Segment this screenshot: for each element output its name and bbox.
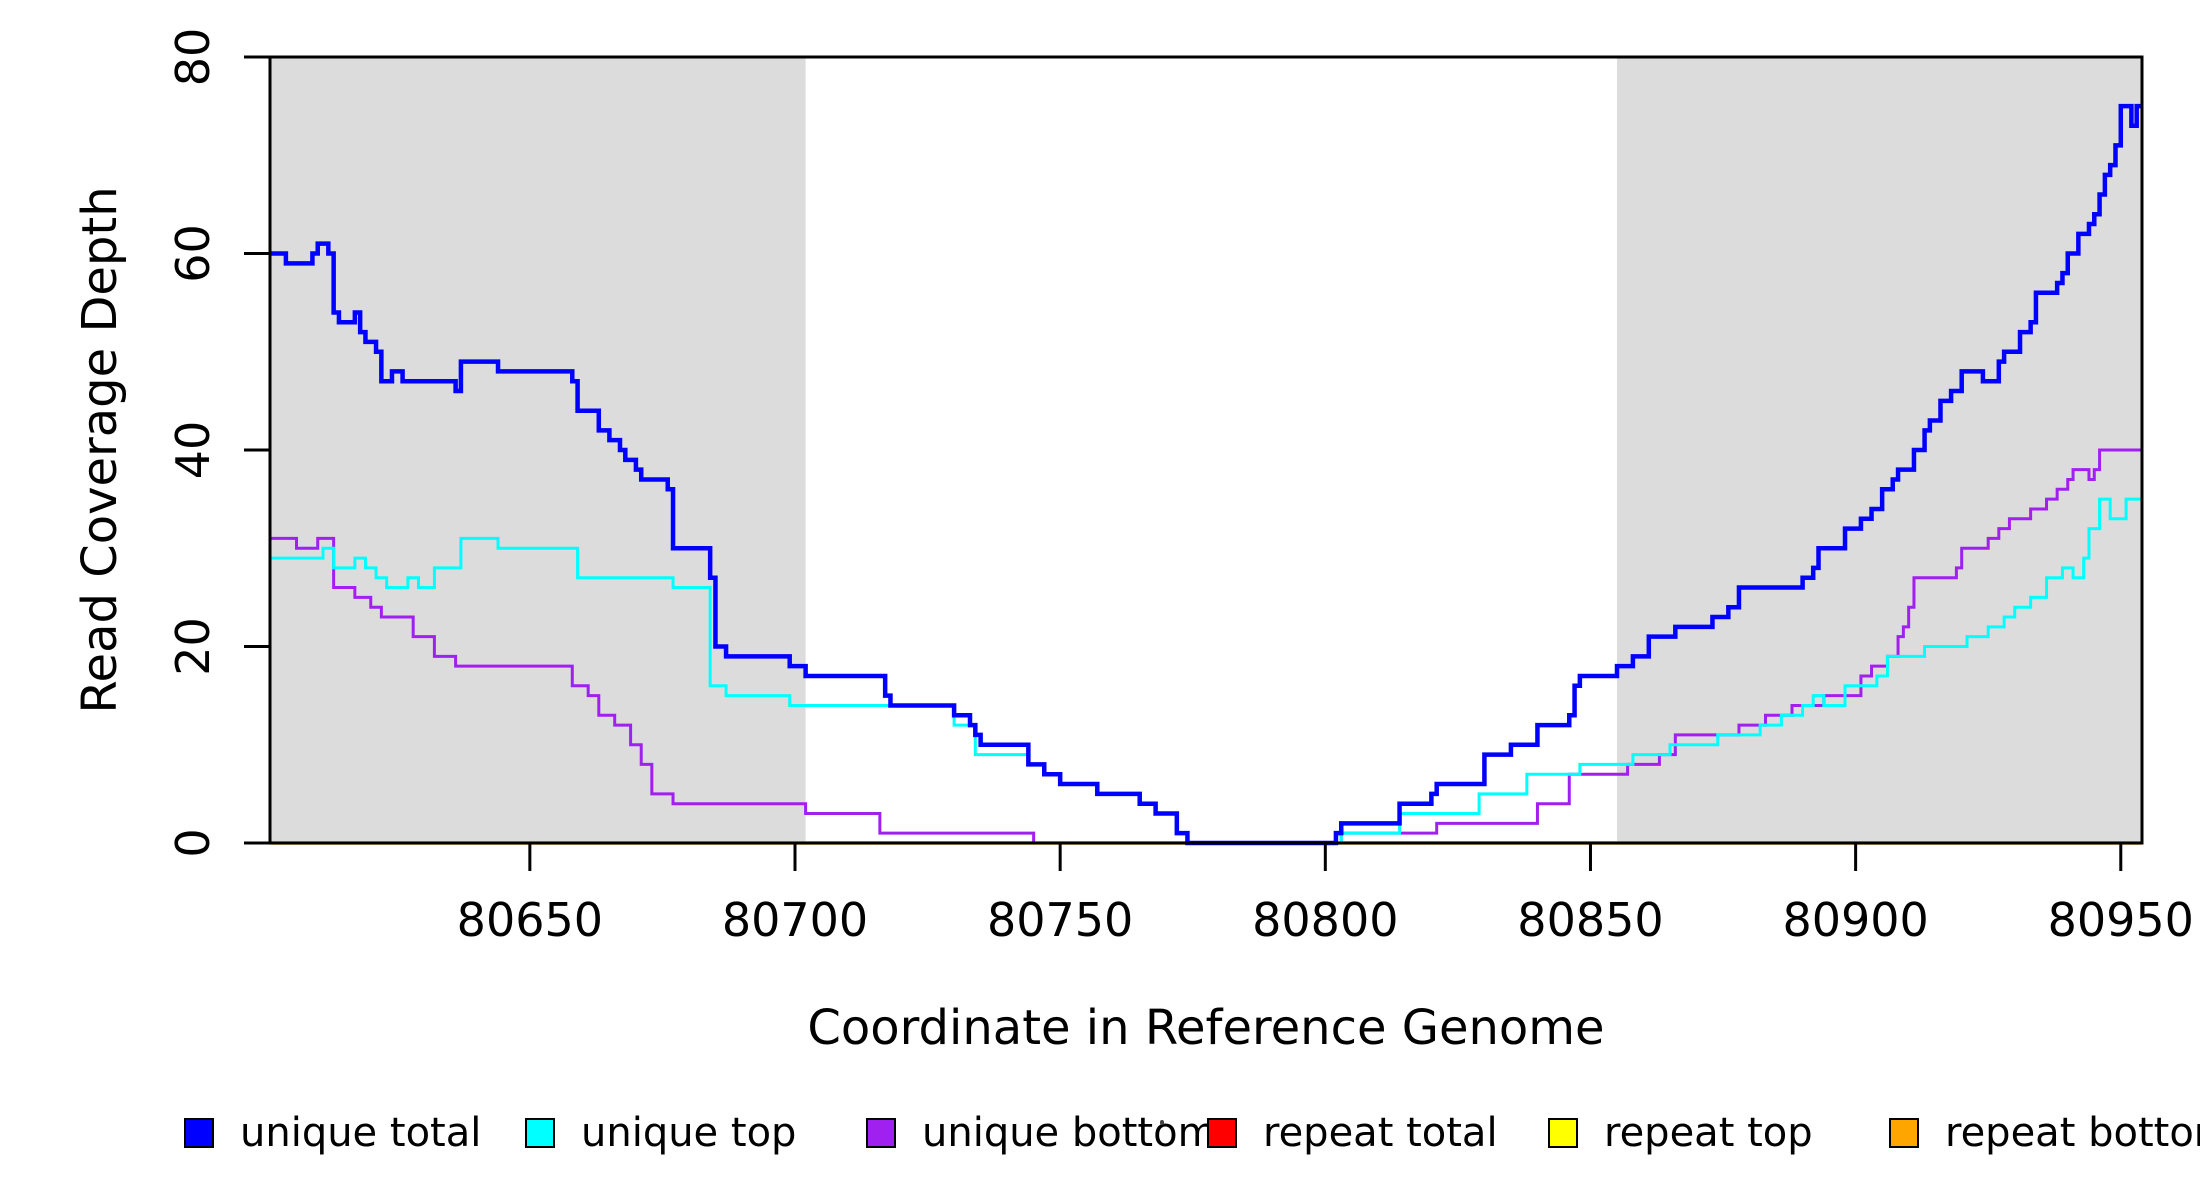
y-tick-label: 40 (166, 421, 220, 480)
legend-label-unique-top: unique top (581, 1110, 797, 1156)
legend-item-repeat-top: repeat top (1548, 1113, 1813, 1153)
x-tick-label: 80800 (1252, 893, 1398, 947)
legend-swatch-repeat-total-icon (1207, 1118, 1237, 1148)
legend-swatch-unique-bottom-icon (866, 1118, 896, 1148)
legend-swatch-repeat-top-icon (1548, 1118, 1578, 1148)
stray-dot (1160, 1120, 1164, 1125)
shaded-region-0 (270, 57, 806, 843)
x-tick-label: 80850 (1517, 893, 1663, 947)
legend-label-unique-total: unique total (240, 1110, 482, 1156)
series-line-unique-bottom (270, 448, 2142, 845)
x-tick-label: 80750 (987, 893, 1133, 947)
y-tick-label: 20 (166, 617, 220, 676)
y-tick-label: 80 (166, 28, 220, 87)
x-tick-label: 80650 (457, 893, 603, 947)
legend-item-repeat-total: repeat total (1207, 1113, 1498, 1153)
y-axis-title: Read Coverage Depth (72, 186, 128, 714)
series-line-unique-top (270, 497, 2142, 845)
legend-item-repeat-bottom: repeat bottom (1889, 1113, 2200, 1153)
legend-label-unique-bottom: unique bottom (922, 1110, 1217, 1156)
legend-item-unique-total: unique total (184, 1113, 481, 1153)
x-tick-label: 80900 (1782, 893, 1928, 947)
y-tick-label: 60 (166, 224, 220, 283)
legend-swatch-unique-total-icon (184, 1118, 214, 1148)
legend-item-unique-bottom: unique bottom (866, 1113, 1217, 1153)
legend-swatch-unique-top-icon (525, 1118, 555, 1148)
legend-label-repeat-top: repeat top (1604, 1110, 1813, 1156)
legend-item-unique-top: unique top (525, 1113, 796, 1153)
series-line-unique-total (270, 103, 2142, 846)
legend-swatch-repeat-bottom-icon (1889, 1118, 1919, 1148)
y-tick-label: 0 (166, 828, 220, 857)
legend-label-repeat-total: repeat total (1263, 1110, 1498, 1156)
x-tick-label: 80950 (2048, 893, 2194, 947)
x-axis-title: Coordinate in Reference Genome (807, 1000, 1605, 1056)
x-tick-label: 80700 (722, 893, 868, 947)
legend-label-repeat-bottom: repeat bottom (1945, 1110, 2200, 1156)
shaded-region-1 (1616, 57, 2142, 843)
